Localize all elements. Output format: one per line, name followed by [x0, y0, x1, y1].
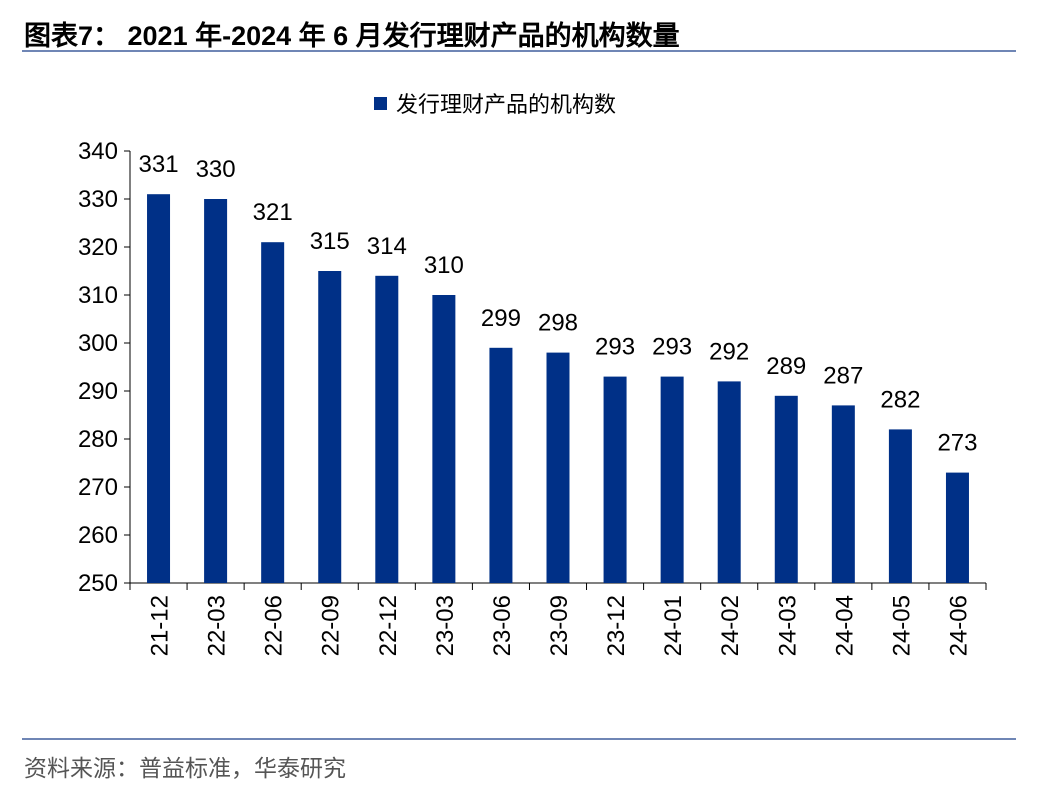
bar — [432, 295, 456, 583]
data-label: 289 — [766, 353, 806, 380]
data-label: 298 — [538, 310, 578, 337]
data-label: 293 — [652, 334, 692, 361]
data-label: 282 — [880, 386, 920, 413]
x-tick-label: 22-06 — [261, 595, 288, 656]
chart-legend: 发行理财产品的机构数 — [374, 92, 616, 117]
y-tick-label: 250 — [78, 570, 118, 597]
x-tick-label: 24-02 — [717, 595, 744, 656]
x-tick-label: 24-05 — [888, 595, 915, 656]
y-tick-label: 260 — [78, 522, 118, 549]
bar — [774, 395, 798, 583]
x-tick-label: 24-01 — [660, 595, 687, 656]
legend-swatch — [374, 97, 387, 110]
y-tick-label: 340 — [78, 138, 118, 165]
x-tick-label: 22-09 — [318, 595, 345, 656]
data-label: 293 — [595, 334, 635, 361]
bar — [603, 376, 627, 583]
bar — [888, 429, 912, 583]
bar — [204, 199, 228, 583]
bar — [375, 275, 399, 583]
data-label: 314 — [367, 233, 407, 260]
x-tick-label: 23-12 — [603, 595, 630, 656]
legend-label: 发行理财产品的机构数 — [396, 92, 616, 117]
header-divider — [22, 50, 1016, 52]
bar-chart: 发行理财产品的机构数 331 330 321 315 314 310 299 298 293 29… — [78, 92, 987, 656]
chart-bars — [147, 194, 969, 583]
data-label: 273 — [937, 430, 977, 457]
bar — [546, 352, 570, 583]
bar — [831, 405, 855, 583]
x-tick-label: 24-03 — [774, 595, 801, 656]
data-label: 292 — [709, 338, 749, 365]
y-tick-label: 290 — [78, 378, 118, 405]
data-label: 330 — [196, 156, 236, 183]
data-label: 315 — [310, 228, 350, 255]
bar — [489, 347, 513, 583]
chart-y-tick-labels: 250 260 270 280 290 300 310 320 330 340 — [78, 138, 118, 597]
bar — [261, 242, 285, 583]
x-tick-label: 23-09 — [546, 595, 573, 656]
x-tick-label: 23-03 — [432, 595, 459, 656]
x-tick-label: 24-04 — [831, 595, 858, 656]
x-tick-label: 22-12 — [375, 595, 402, 656]
bar — [945, 472, 969, 583]
y-tick-label: 300 — [78, 330, 118, 357]
bar — [147, 194, 171, 583]
data-label: 331 — [139, 151, 179, 178]
page-title: 图表7： 2021 年-2024 年 6 月发行理财产品的机构数量 — [24, 21, 680, 51]
y-tick-label: 270 — [78, 474, 118, 501]
x-tick-label: 23-06 — [489, 595, 516, 656]
source-note: 资料来源：普益标准，华泰研究 — [24, 755, 346, 781]
bar — [717, 381, 741, 583]
data-label: 299 — [481, 305, 521, 332]
bar — [318, 271, 342, 583]
data-label: 321 — [253, 199, 293, 226]
y-tick-label: 330 — [78, 186, 118, 213]
y-tick-label: 310 — [78, 282, 118, 309]
chart-data-labels: 331 330 321 315 314 310 299 298 293 293 292 289 287 2… — [139, 151, 978, 456]
bar — [660, 376, 684, 583]
footer-divider — [22, 738, 1016, 740]
x-tick-label: 21-12 — [147, 595, 174, 656]
x-tick-label: 24-06 — [945, 595, 972, 656]
chart-x-tick-labels: 21-12 22-03 22-06 22-09 22-12 23-03 23-06 23-09… — [147, 595, 973, 656]
y-tick-label: 320 — [78, 234, 118, 261]
data-label: 287 — [823, 362, 863, 389]
x-tick-label: 22-03 — [204, 595, 231, 656]
y-tick-label: 280 — [78, 426, 118, 453]
data-label: 310 — [424, 252, 464, 279]
